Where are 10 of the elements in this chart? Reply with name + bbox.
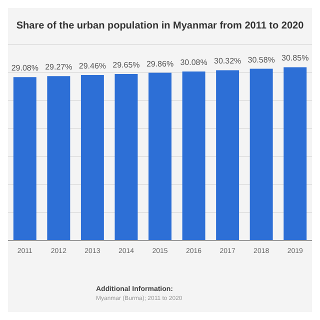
chart-title: Share of the urban population in Myanmar from 2011 to 2020 (16, 20, 304, 32)
data-label: 29.08% (11, 64, 38, 73)
data-label: 29.86% (146, 59, 174, 68)
data-label: 30.58% (248, 55, 275, 64)
data-label: 30.32% (214, 56, 242, 66)
data-label: 30.85% (282, 54, 309, 63)
data-label: 29.46% (78, 62, 106, 71)
data-label: 29.65% (112, 60, 140, 70)
data-label: 29.27% (45, 62, 72, 72)
data-label: 30.08% (180, 58, 208, 68)
